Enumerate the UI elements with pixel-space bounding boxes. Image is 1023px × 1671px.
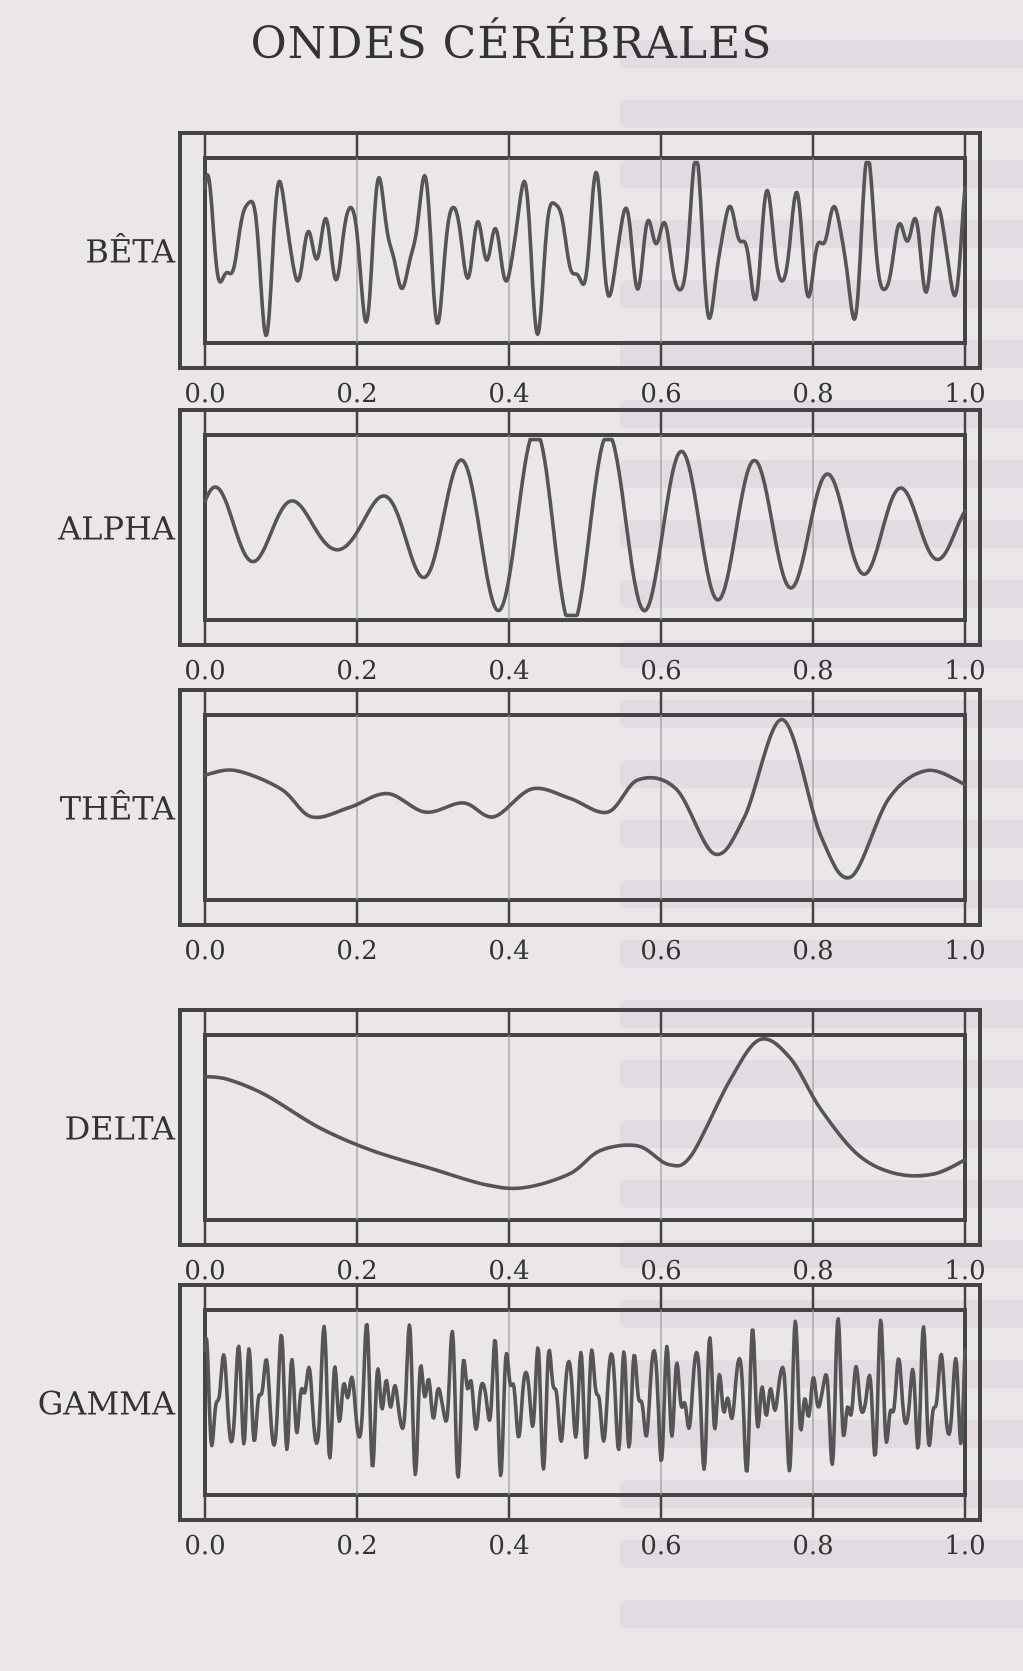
- alpha-tick-label: 0.6: [640, 656, 681, 686]
- delta-tick-label: 0.8: [792, 1256, 833, 1286]
- delta-tick-label: 0.0: [184, 1256, 225, 1286]
- delta-wave-line: [203, 1037, 967, 1191]
- figure-title: ONDES CÉRÉBRALES: [250, 18, 773, 69]
- beta-tick-label: 1.0: [944, 379, 985, 409]
- alpha-outer-frame: [178, 408, 982, 647]
- theta-outer-frame: [178, 688, 982, 927]
- beta-tick-label: 0.0: [184, 379, 225, 409]
- alpha-tick-label: 0.4: [488, 656, 529, 686]
- delta-tick-label: 0.6: [640, 1256, 681, 1286]
- beta-tick-label: 0.6: [640, 379, 681, 409]
- beta-wave-line: [203, 160, 967, 338]
- gamma-tick-label: 0.6: [640, 1531, 681, 1561]
- delta-tick-label: 0.4: [488, 1256, 529, 1286]
- delta-series-label: DELTA: [65, 1110, 176, 1148]
- beta-series-label: BÊTA: [85, 233, 175, 271]
- beta-outer-frame: [178, 131, 982, 370]
- theta-tick-label: 0.0: [184, 936, 225, 966]
- delta-outer-frame: [178, 1008, 982, 1247]
- theta-tick-label: 1.0: [944, 936, 985, 966]
- theta-wave-line: [203, 717, 967, 880]
- theta-plot-frame: [203, 713, 967, 902]
- alpha-tick-label: 0.0: [184, 656, 225, 686]
- theta-tick-label: 0.6: [640, 936, 681, 966]
- alpha-tick-label: 0.8: [792, 656, 833, 686]
- alpha-tick-label: 0.2: [336, 656, 377, 686]
- gamma-wave-line: [203, 1317, 967, 1479]
- theta-tick-label: 0.2: [336, 936, 377, 966]
- gamma-tick-label: 1.0: [944, 1531, 985, 1561]
- gamma-tick-label: 0.4: [488, 1531, 529, 1561]
- beta-tick-label: 0.8: [792, 379, 833, 409]
- alpha-wave-line: [203, 437, 967, 618]
- theta-tick-label: 0.4: [488, 936, 529, 966]
- gamma-tick-label: 0.8: [792, 1531, 833, 1561]
- gamma-outer-frame: [178, 1283, 982, 1522]
- beta-tick-label: 0.4: [488, 379, 529, 409]
- alpha-tick-label: 1.0: [944, 656, 985, 686]
- alpha-plot-frame: [203, 433, 967, 622]
- gamma-tick-label: 0.0: [184, 1531, 225, 1561]
- delta-tick-label: 0.2: [336, 1256, 377, 1286]
- delta-plot-frame: [203, 1033, 967, 1222]
- theta-tick-label: 0.8: [792, 936, 833, 966]
- gamma-plot-frame: [203, 1308, 967, 1497]
- gamma-tick-label: 0.2: [336, 1531, 377, 1561]
- gamma-series-label: GAMMA: [38, 1385, 176, 1423]
- delta-tick-label: 1.0: [944, 1256, 985, 1286]
- theta-series-label: THÊTA: [60, 790, 176, 828]
- alpha-series-label: ALPHA: [57, 510, 176, 548]
- beta-plot-frame: [203, 156, 967, 345]
- beta-tick-label: 0.2: [336, 379, 377, 409]
